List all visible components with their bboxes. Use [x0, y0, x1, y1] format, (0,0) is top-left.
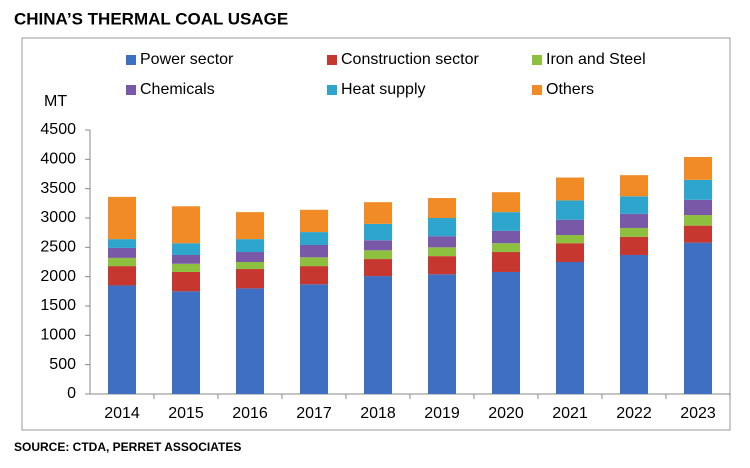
bar-segment: [492, 192, 520, 213]
y-tick-label: 2500: [40, 239, 76, 256]
bar-segment: [556, 200, 584, 220]
x-tick-label: 2023: [680, 405, 716, 422]
bar-segment: [108, 239, 136, 248]
bar-segment: [492, 252, 520, 272]
bar-segment: [556, 235, 584, 244]
bar-segment: [172, 254, 200, 264]
bar-segment: [300, 232, 328, 245]
y-tick-label: 4000: [40, 151, 76, 168]
chart-frame: [21, 37, 731, 431]
y-tick-label: 0: [67, 385, 76, 402]
bar-segment: [492, 243, 520, 253]
bar-segment: [172, 271, 200, 292]
bar-segment: [300, 266, 328, 285]
chart-title: CHINA’S THERMAL COAL USAGE: [14, 9, 288, 28]
bar-segment: [364, 250, 392, 260]
bar-segment: [364, 202, 392, 224]
bar-segment: [684, 199, 712, 216]
bar-segment: [620, 227, 648, 237]
bar-segment: [556, 177, 584, 201]
bar-segment: [428, 274, 456, 394]
legend-label: Heat supply: [341, 81, 426, 98]
bar-segment: [364, 223, 392, 241]
bar-segment: [300, 244, 328, 258]
bar-segment: [684, 225, 712, 243]
bar-segment: [172, 263, 200, 272]
x-tick-label: 2021: [552, 405, 588, 422]
legend-swatch: [126, 85, 136, 95]
bar-segment: [236, 239, 264, 253]
bar-segment: [236, 288, 264, 394]
bar-segment: [620, 254, 648, 394]
x-tick-label: 2016: [232, 405, 268, 422]
bar-segment: [620, 175, 648, 197]
x-tick-label: 2018: [360, 405, 396, 422]
y-tick-label: 500: [49, 356, 76, 373]
bar-segment: [428, 236, 456, 248]
bar-segment: [684, 179, 712, 200]
bar-segment: [300, 209, 328, 233]
bar-segment: [492, 271, 520, 394]
bar-segment: [172, 206, 200, 244]
legend-label: Power sector: [140, 51, 234, 68]
bar-segment: [620, 213, 648, 228]
bar-segment: [428, 218, 456, 237]
bar-segment: [492, 230, 520, 244]
bar-segment: [620, 236, 648, 255]
legend-swatch: [126, 55, 136, 65]
legend-label: Others: [546, 81, 594, 98]
y-tick-label: 4500: [40, 121, 76, 138]
x-tick-label: 2020: [488, 405, 524, 422]
y-tick-label: 3500: [40, 180, 76, 197]
bar-segment: [364, 259, 392, 277]
bar-segment: [108, 247, 136, 258]
bar-segment: [428, 247, 456, 257]
x-tick-label: 2019: [424, 405, 460, 422]
bar-segment: [556, 262, 584, 394]
source: SOURCE: CTDA, PERRET ASSOCIATES: [14, 440, 241, 454]
bar-segment: [236, 262, 264, 270]
bar-segment: [684, 215, 712, 226]
x-tick-label: 2014: [104, 405, 140, 422]
bar-segment: [364, 276, 392, 394]
legend-swatch: [532, 55, 542, 65]
bar-segment: [172, 291, 200, 394]
bar-segment: [108, 266, 136, 286]
y-tick-label: 1000: [40, 327, 76, 344]
legend-label: Chemicals: [140, 81, 215, 98]
bar-segment: [684, 242, 712, 394]
legend-label: Construction sector: [341, 51, 480, 68]
bar-segment: [300, 284, 328, 394]
bar-segment: [108, 285, 136, 394]
bar-segment: [300, 257, 328, 267]
y-tick-label: 2000: [40, 268, 76, 285]
bar-segment: [428, 256, 456, 275]
bar-segment: [620, 196, 648, 214]
bar-segment: [364, 240, 392, 251]
bar-segment: [108, 196, 136, 240]
legend-swatch: [532, 85, 542, 95]
bar-segment: [236, 252, 264, 262]
y-axis-label: MT: [44, 93, 67, 110]
legend-swatch: [327, 55, 337, 65]
bar-segment: [428, 198, 456, 218]
bar-segment: [172, 243, 200, 255]
y-tick-label: 3000: [40, 209, 76, 226]
bar-segment: [236, 212, 264, 240]
bar-segment: [684, 156, 712, 180]
legend-swatch: [327, 85, 337, 95]
x-tick-label: 2017: [296, 405, 332, 422]
x-tick-label: 2015: [168, 405, 204, 422]
bar-segment: [556, 219, 584, 236]
y-tick-label: 1500: [40, 297, 76, 314]
bar-segment: [556, 243, 584, 262]
x-tick-label: 2022: [616, 405, 652, 422]
bar-segment: [108, 257, 136, 267]
legend-label: Iron and Steel: [546, 51, 646, 68]
bar-segment: [236, 269, 264, 289]
bar-segment: [492, 212, 520, 231]
